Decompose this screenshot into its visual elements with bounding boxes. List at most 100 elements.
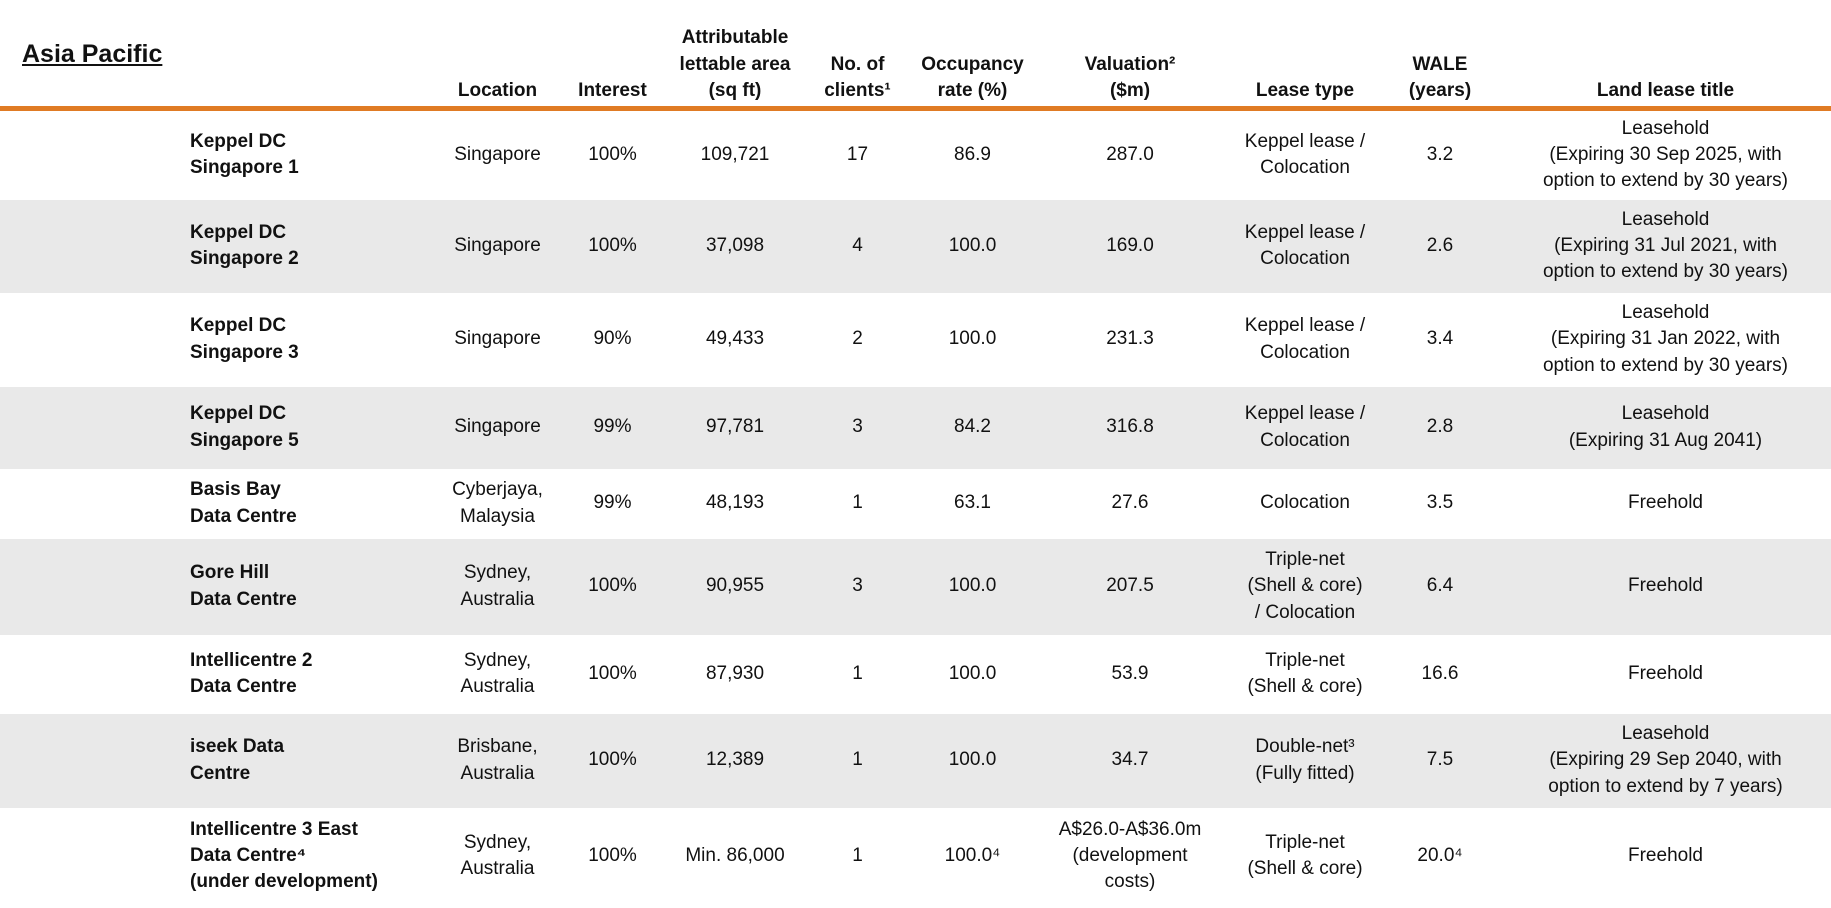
facility-name: Intellicentre 3 East Data Centre⁴ (under… [178,808,440,905]
table-cell: Singapore [440,387,555,469]
table-cell: 169.0 [1030,200,1230,293]
facility-name: Keppel DC Singapore 1 [178,109,440,200]
table-cell: 86.9 [915,109,1030,200]
table-cell: Min. 86,000 [670,808,800,905]
table-cell: Freehold [1500,469,1831,539]
thumbnail-cell [0,200,178,293]
table-cell: 2.8 [1380,387,1500,469]
facility-name: Keppel DC Singapore 5 [178,387,440,469]
table-cell: Keppel lease / Colocation [1230,293,1380,387]
table-cell: 34.7 [1030,714,1230,808]
column-header: No. of clients¹ [800,0,915,109]
table-cell: 17 [800,109,915,200]
table-cell: 100.0 [915,539,1030,635]
table-cell: 37,098 [670,200,800,293]
table-cell: 48,193 [670,469,800,539]
column-header: Interest [555,0,670,109]
column-header: WALE (years) [1380,0,1500,109]
table-cell: Double-net³ (Fully fitted) [1230,714,1380,808]
table-cell: Leasehold (Expiring 31 Jul 2021, with op… [1500,200,1831,293]
table-cell: 7.5 [1380,714,1500,808]
facility-name: Intellicentre 2 Data Centre [178,635,440,714]
table-cell: 3 [800,539,915,635]
table-cell: 99% [555,387,670,469]
thumbnail-cell [0,469,178,539]
page: LocationInterestAttributable lettable ar… [0,0,1831,908]
table-cell: 100.0 [915,293,1030,387]
column-header: Valuation² ($m) [1030,0,1230,109]
facility-name: iseek Data Centre [178,714,440,808]
table-cell: Freehold [1500,635,1831,714]
table-cell: 99% [555,469,670,539]
table-cell: 3.2 [1380,109,1500,200]
thumbnail-cell [0,808,178,905]
table-cell: Cyberjaya, Malaysia [440,469,555,539]
table-cell: 16.6 [1380,635,1500,714]
table-cell: Singapore [440,109,555,200]
column-header: Location [440,0,555,109]
facility-name: Keppel DC Singapore 2 [178,200,440,293]
table-cell: A$26.0-A$36.0m (development costs) [1030,808,1230,905]
table-cell: Leasehold (Expiring 31 Aug 2041) [1500,387,1831,469]
table-cell: 100.0 [915,635,1030,714]
table-cell: 100% [555,808,670,905]
table-cell: Sydney, Australia [440,635,555,714]
table-cell: Triple-net (Shell & core) / Colocation [1230,539,1380,635]
facility-name: Basis Bay Data Centre [178,469,440,539]
table-cell: 4 [800,200,915,293]
table-cell: 100% [555,714,670,808]
table-cell: 100.0 [915,714,1030,808]
table-cell: 53.9 [1030,635,1230,714]
facility-name: Keppel DC Singapore 3 [178,293,440,387]
thumbnail-cell [0,109,178,200]
thumbnail-cell [0,539,178,635]
table-cell: 109,721 [670,109,800,200]
table-cell: Freehold [1500,539,1831,635]
table-cell: Leasehold (Expiring 29 Sep 2040, with op… [1500,714,1831,808]
table-cell: 87,930 [670,635,800,714]
table-cell: 1 [800,469,915,539]
table-cell: 27.6 [1030,469,1230,539]
table-cell: 3.4 [1380,293,1500,387]
table-cell: 100% [555,635,670,714]
table-cell: Triple-net (Shell & core) [1230,808,1380,905]
table-cell: 100.0⁴ [915,808,1030,905]
table-cell: 3 [800,387,915,469]
table-cell: Keppel lease / Colocation [1230,387,1380,469]
column-header: Occupancy rate (%) [915,0,1030,109]
column-header: Attributable lettable area (sq ft) [670,0,800,109]
thumbnail-cell [0,635,178,714]
table-cell: 287.0 [1030,109,1230,200]
table-cell: 1 [800,808,915,905]
thumbnail-cell [0,293,178,387]
table-cell: 90,955 [670,539,800,635]
table-cell: 90% [555,293,670,387]
column-header: Lease type [1230,0,1380,109]
data-table: LocationInterestAttributable lettable ar… [0,0,1831,905]
table-cell: 100.0 [915,200,1030,293]
table-cell: 100% [555,539,670,635]
section-title: Asia Pacific [22,40,162,69]
table-cell: Sydney, Australia [440,539,555,635]
table-cell: 2.6 [1380,200,1500,293]
table-cell: 63.1 [915,469,1030,539]
table-cell: 100% [555,109,670,200]
column-header: Land lease title [1500,0,1831,109]
table-cell: Sydney, Australia [440,808,555,905]
table-cell: 20.0⁴ [1380,808,1500,905]
table-cell: 2 [800,293,915,387]
table-cell: Freehold [1500,808,1831,905]
table-cell: Leasehold (Expiring 30 Sep 2025, with op… [1500,109,1831,200]
table-cell: Leasehold (Expiring 31 Jan 2022, with op… [1500,293,1831,387]
table-cell: 1 [800,714,915,808]
table-cell: 97,781 [670,387,800,469]
table-cell: Keppel lease / Colocation [1230,109,1380,200]
